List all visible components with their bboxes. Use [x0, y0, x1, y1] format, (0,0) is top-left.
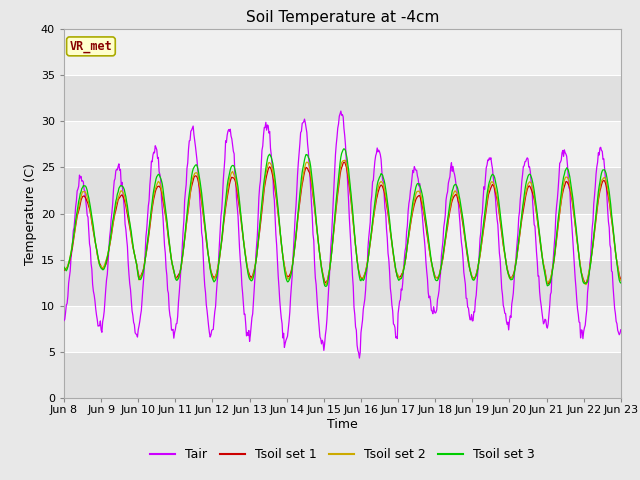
Bar [64, 29, 621, 75]
Bar [64, 168, 621, 214]
Title: Soil Temperature at -4cm: Soil Temperature at -4cm [246, 10, 439, 25]
Y-axis label: Temperature (C): Temperature (C) [24, 163, 36, 264]
Bar [64, 214, 621, 260]
Text: VR_met: VR_met [70, 40, 112, 53]
Bar [64, 121, 621, 168]
Legend: Tair, Tsoil set 1, Tsoil set 2, Tsoil set 3: Tair, Tsoil set 1, Tsoil set 2, Tsoil se… [145, 443, 540, 466]
Bar [64, 260, 621, 306]
X-axis label: Time: Time [327, 418, 358, 431]
Bar [64, 306, 621, 352]
Bar [64, 75, 621, 121]
Bar [64, 352, 621, 398]
